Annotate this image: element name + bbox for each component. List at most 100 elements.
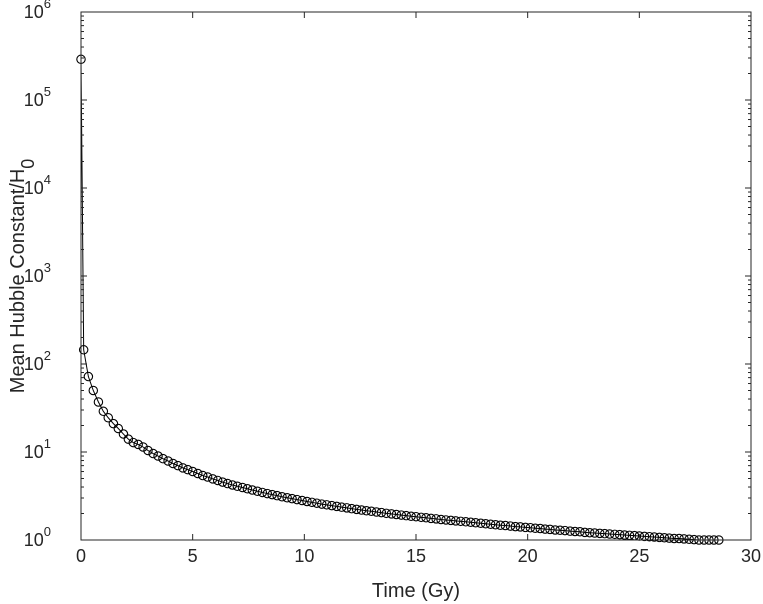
data-point-marker: [555, 525, 565, 536]
data-point-marker: [356, 505, 367, 515]
data-point-marker: [208, 474, 218, 484]
data-point-marker: [361, 505, 372, 516]
data-point-marker: [505, 521, 516, 531]
data-point-marker: [93, 397, 104, 407]
data-point-marker: [376, 507, 387, 518]
data-point-marker: [242, 484, 253, 494]
data-point-marker: [485, 519, 496, 529]
data-point-marker: [88, 385, 99, 396]
y-tick-base: 10: [24, 266, 44, 286]
data-point-marker: [163, 456, 173, 466]
data-point-marker: [580, 527, 590, 538]
x-tick-label: 30: [741, 546, 761, 566]
y-tick-exponent: 5: [44, 84, 51, 99]
data-point-marker: [312, 498, 322, 508]
data-point-marker: [202, 472, 213, 482]
data-point-marker: [237, 482, 248, 493]
data-point-marker: [401, 510, 411, 521]
data-point-marker: [342, 503, 352, 513]
y-tick-base: 10: [24, 178, 44, 198]
data-point-marker: [490, 520, 501, 530]
data-point-marker: [98, 406, 109, 417]
data-point-marker: [381, 508, 392, 519]
data-point-marker: [530, 523, 541, 533]
data-point-marker: [669, 533, 679, 544]
data-point-marker: [252, 486, 263, 497]
data-point-marker: [108, 418, 119, 429]
data-point-marker: [317, 499, 327, 509]
data-point-marker: [262, 488, 273, 499]
data-point-marker: [610, 529, 620, 540]
data-point-marker: [83, 371, 94, 382]
data-point-marker: [331, 501, 342, 512]
data-point-marker: [386, 509, 397, 519]
data-point-marker: [570, 526, 580, 537]
data-point-marker: [128, 437, 139, 448]
data-point-marker: [455, 516, 466, 527]
data-point-marker: [391, 509, 402, 520]
data-point-marker: [461, 517, 471, 527]
y-tick-base: 10: [24, 530, 44, 550]
y-tick-label: 105: [24, 84, 51, 110]
x-axis: 0 5 10 15 20 25 30: [76, 12, 761, 566]
data-point-marker: [595, 528, 605, 539]
data-point-marker: [500, 520, 511, 531]
data-point-marker: [520, 522, 531, 533]
data-point-marker: [183, 464, 193, 475]
data-point-marker: [113, 423, 124, 434]
y-tick-exponent: 0: [44, 524, 51, 539]
data-point-marker: [227, 480, 238, 490]
data-point-marker: [446, 515, 456, 526]
data-point-marker: [217, 477, 228, 487]
data-point-marker: [614, 529, 625, 540]
data-point-marker: [158, 453, 168, 464]
data-point-marker: [396, 510, 407, 520]
x-tick-label: 20: [518, 546, 538, 566]
y-tick-label: 103: [24, 260, 51, 286]
data-point-marker: [212, 475, 223, 486]
data-point-marker: [451, 516, 461, 526]
x-tick-label: 10: [294, 546, 314, 566]
y-tick-exponent: 1: [44, 436, 51, 451]
y-axis-label-subscript: 0: [18, 159, 38, 169]
data-point-marker: [321, 500, 332, 510]
y-tick-label: 104: [24, 172, 51, 198]
data-point-marker: [476, 518, 486, 529]
data-point-marker: [560, 525, 570, 536]
data-point-marker: [272, 490, 282, 501]
data-point-marker: [585, 527, 595, 538]
data-point-marker: [679, 534, 689, 544]
data-point-marker: [78, 345, 89, 355]
x-tick-label: 15: [406, 546, 426, 566]
y-axis-label-main: Mean Hubble Constant/H: [7, 169, 29, 394]
data-point-marker: [545, 524, 555, 535]
data-point-marker: [674, 533, 684, 544]
y-tick-label: 106: [24, 0, 51, 22]
data-point-marker: [639, 531, 650, 542]
data-point-marker: [411, 511, 421, 522]
data-point-marker: [327, 500, 337, 511]
y-tick-exponent: 4: [44, 172, 51, 187]
series-layer: [76, 54, 724, 545]
y-tick-label: 102: [24, 348, 51, 374]
x-tick-label: 5: [188, 546, 198, 566]
y-tick-label: 101: [24, 436, 51, 462]
data-point-marker: [540, 524, 550, 534]
data-point-marker: [173, 460, 183, 471]
data-point-marker: [138, 442, 148, 452]
data-point-marker: [480, 518, 491, 529]
data-point-marker: [366, 506, 377, 517]
data-point-marker: [232, 481, 243, 492]
data-point-marker: [535, 523, 545, 534]
x-axis-label: Time (Gy): [372, 580, 460, 602]
y-tick-base: 10: [24, 442, 44, 462]
data-point-marker: [441, 515, 451, 525]
y-tick-base: 10: [24, 2, 44, 22]
plot-area: [81, 12, 751, 540]
data-point-marker: [143, 445, 153, 456]
data-point-marker: [495, 520, 506, 531]
y-tick-label: 100: [24, 524, 51, 550]
data-point-marker: [297, 495, 307, 506]
